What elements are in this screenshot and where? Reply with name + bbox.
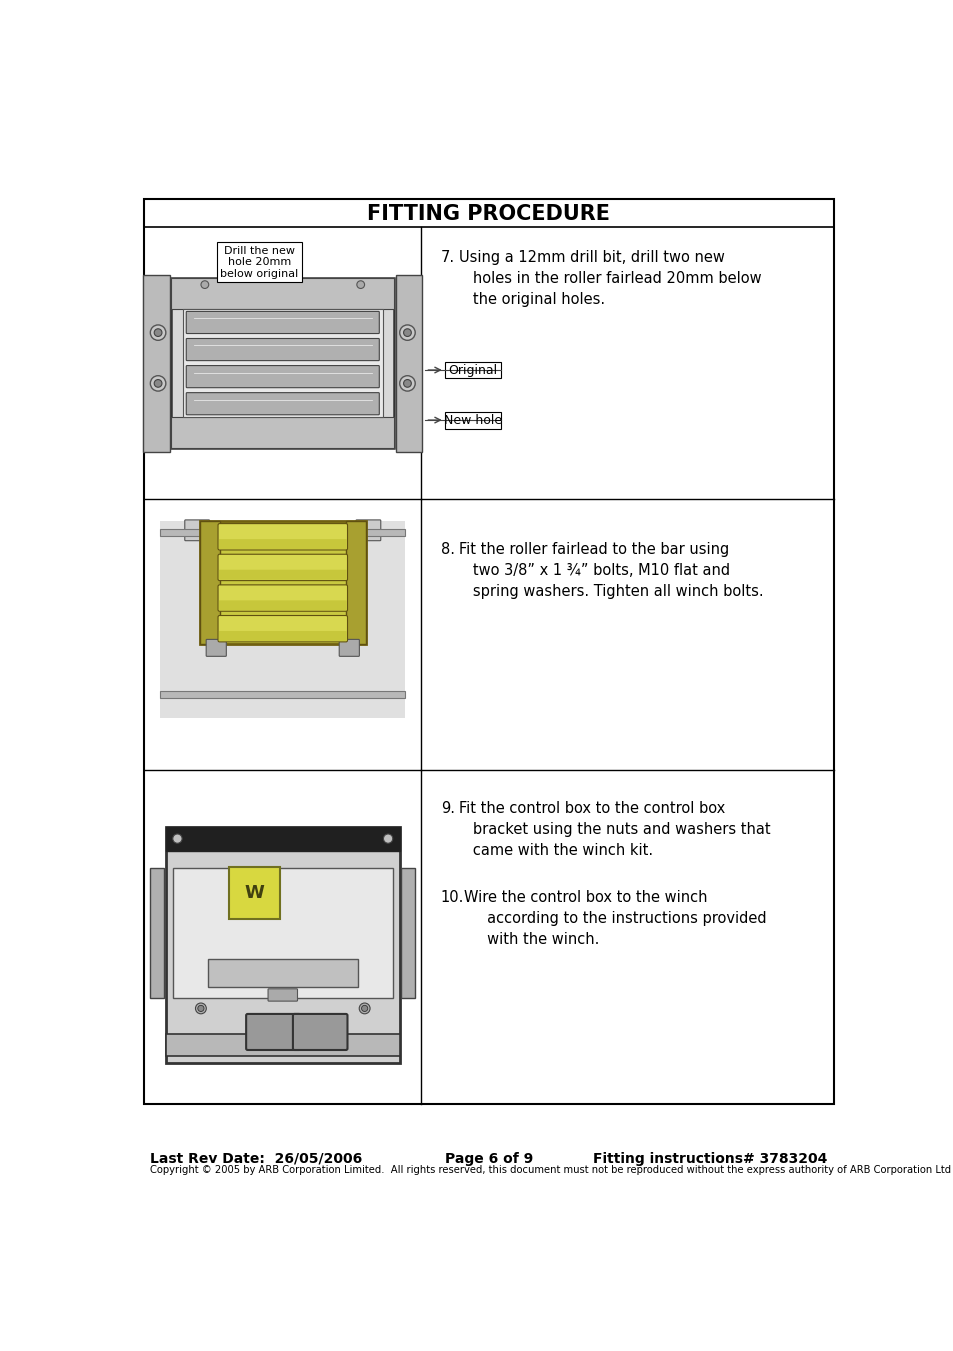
Bar (229, 867, 280, 919)
Text: 7.: 7. (440, 250, 455, 265)
FancyBboxPatch shape (355, 520, 380, 540)
Text: Using a 12mm drill bit, drill two new
   holes in the roller fairlead 20mm below: Using a 12mm drill bit, drill two new ho… (458, 250, 760, 307)
Bar (143, 274, 170, 451)
Circle shape (399, 376, 415, 390)
FancyBboxPatch shape (218, 631, 346, 642)
Bar (346, 521, 366, 644)
Text: Copyright © 2005 by ARB Corporation Limited.  All rights reserved, this document: Copyright © 2005 by ARB Corporation Limi… (150, 1166, 950, 1175)
Text: 10.: 10. (440, 890, 464, 905)
FancyBboxPatch shape (186, 366, 379, 388)
FancyBboxPatch shape (185, 520, 210, 540)
Bar (150, 869, 164, 998)
FancyBboxPatch shape (186, 312, 379, 334)
Bar (182, 309, 382, 417)
FancyBboxPatch shape (218, 570, 346, 580)
Circle shape (151, 326, 166, 340)
FancyBboxPatch shape (186, 339, 379, 361)
Circle shape (403, 380, 411, 388)
Bar (444, 412, 500, 428)
Bar (395, 274, 422, 451)
Bar (208, 959, 357, 988)
Text: Page 6 of 9: Page 6 of 9 (444, 1151, 533, 1166)
FancyBboxPatch shape (218, 524, 347, 550)
FancyBboxPatch shape (268, 989, 297, 1001)
Bar (199, 521, 219, 644)
Bar (160, 520, 405, 719)
Text: W: W (245, 884, 264, 902)
Bar (216, 242, 302, 282)
FancyBboxPatch shape (339, 639, 359, 657)
Bar (166, 827, 399, 1063)
Bar (144, 199, 833, 1104)
FancyBboxPatch shape (218, 539, 346, 550)
Text: Last Rev Date:  26/05/2006: Last Rev Date: 26/05/2006 (150, 1151, 362, 1166)
Circle shape (201, 281, 209, 289)
Text: Original: Original (448, 363, 497, 377)
FancyBboxPatch shape (206, 639, 226, 657)
FancyBboxPatch shape (186, 393, 379, 415)
Bar (166, 827, 399, 851)
FancyBboxPatch shape (246, 1015, 300, 1050)
Bar (172, 869, 393, 998)
Text: 8.: 8. (440, 542, 455, 557)
Circle shape (197, 1005, 204, 1012)
Text: FITTING PROCEDURE: FITTING PROCEDURE (367, 204, 610, 224)
FancyBboxPatch shape (218, 616, 347, 642)
Circle shape (359, 1002, 370, 1013)
FancyBboxPatch shape (218, 554, 347, 581)
Text: Fitting instructions# 3783204: Fitting instructions# 3783204 (593, 1151, 827, 1166)
Circle shape (399, 326, 415, 340)
Text: Fit the control box to the control box
   bracket using the nuts and washers tha: Fit the control box to the control box b… (458, 801, 769, 858)
Bar (444, 362, 500, 378)
Bar (172, 417, 394, 447)
Bar (172, 278, 394, 309)
Bar (172, 278, 394, 447)
Text: New hole: New hole (443, 413, 501, 427)
Circle shape (154, 380, 162, 388)
Circle shape (403, 328, 411, 336)
Circle shape (195, 1002, 206, 1013)
Text: Wire the control box to the winch
     according to the instructions provided
  : Wire the control box to the winch accord… (464, 890, 766, 947)
Circle shape (361, 1005, 367, 1012)
Circle shape (151, 376, 166, 390)
Circle shape (154, 328, 162, 336)
FancyBboxPatch shape (218, 585, 347, 611)
FancyBboxPatch shape (218, 600, 346, 611)
Bar (199, 521, 366, 644)
Text: 9.: 9. (440, 801, 455, 816)
Text: Drill the new
hole 20mm
below original: Drill the new hole 20mm below original (220, 246, 298, 278)
Bar (166, 1035, 399, 1055)
Circle shape (172, 834, 182, 843)
Text: Fit the roller fairlead to the bar using
   two 3/8” x 1 ¾” bolts, M10 flat and
: Fit the roller fairlead to the bar using… (458, 542, 762, 598)
Bar (160, 528, 405, 536)
Circle shape (356, 281, 364, 289)
Circle shape (383, 834, 393, 843)
Bar (160, 690, 405, 698)
Bar (401, 869, 415, 998)
FancyBboxPatch shape (293, 1015, 347, 1050)
